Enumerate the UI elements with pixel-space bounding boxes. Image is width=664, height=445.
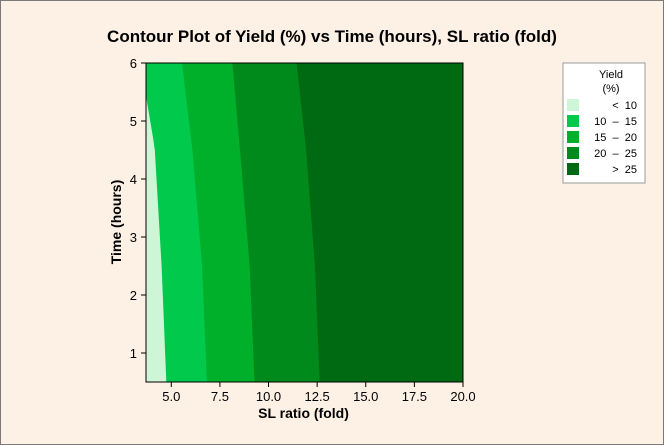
- legend-title-line2: (%): [602, 83, 619, 95]
- x-tick-label: 10.0: [256, 389, 281, 404]
- contour-region-lt-10-overlay: [146, 97, 167, 382]
- plot-border: [145, 62, 464, 383]
- legend-swatch: [567, 99, 579, 111]
- contour-region-gt-25: [296, 63, 463, 382]
- legend-swatch: [567, 115, 579, 127]
- legend-label: > 25: [612, 164, 637, 176]
- legend-entries: < 10 10 – 15 15 – 20 20 – 25 > 25: [567, 99, 637, 176]
- y-axis-label: Time (hours): [108, 180, 124, 265]
- y-tick-label: 3: [130, 230, 137, 245]
- legend-title-line1: Yield: [599, 69, 623, 81]
- legend-swatch: [567, 147, 579, 159]
- y-tick-label: 4: [130, 172, 137, 187]
- legend-label: < 10: [612, 100, 637, 112]
- legend: Yield (%) < 10 10 – 15 15 – 20 20 – 25 > 25: [562, 62, 646, 184]
- legend-swatch: [567, 131, 579, 143]
- x-tick-label: 17.5: [402, 389, 427, 404]
- y-tick-label: 6: [130, 56, 137, 71]
- plot-area: [145, 62, 464, 383]
- x-tick-label: 20.0: [450, 389, 475, 404]
- legend-label: 10 – 15: [594, 116, 637, 128]
- legend-label: 15 – 20: [594, 132, 637, 144]
- y-axis: 1 2 3 4 5 6: [130, 56, 146, 361]
- legend-label: 20 – 25: [594, 148, 637, 160]
- x-axis: 5.0 7.5 10.0 12.5 15.0 17.5 20.0: [162, 382, 476, 404]
- y-tick-label: 2: [130, 288, 137, 303]
- y-tick-label: 5: [130, 114, 137, 129]
- x-tick-label: 7.5: [211, 389, 229, 404]
- x-axis-label: SL ratio (fold): [258, 405, 349, 421]
- x-tick-label: 5.0: [162, 389, 180, 404]
- y-tick-label: 1: [130, 346, 137, 361]
- chart-title: Contour Plot of Yield (%) vs Time (hours…: [107, 27, 557, 46]
- x-tick-label: 15.0: [353, 389, 378, 404]
- legend-swatch: [567, 163, 579, 175]
- x-tick-label: 12.5: [304, 389, 329, 404]
